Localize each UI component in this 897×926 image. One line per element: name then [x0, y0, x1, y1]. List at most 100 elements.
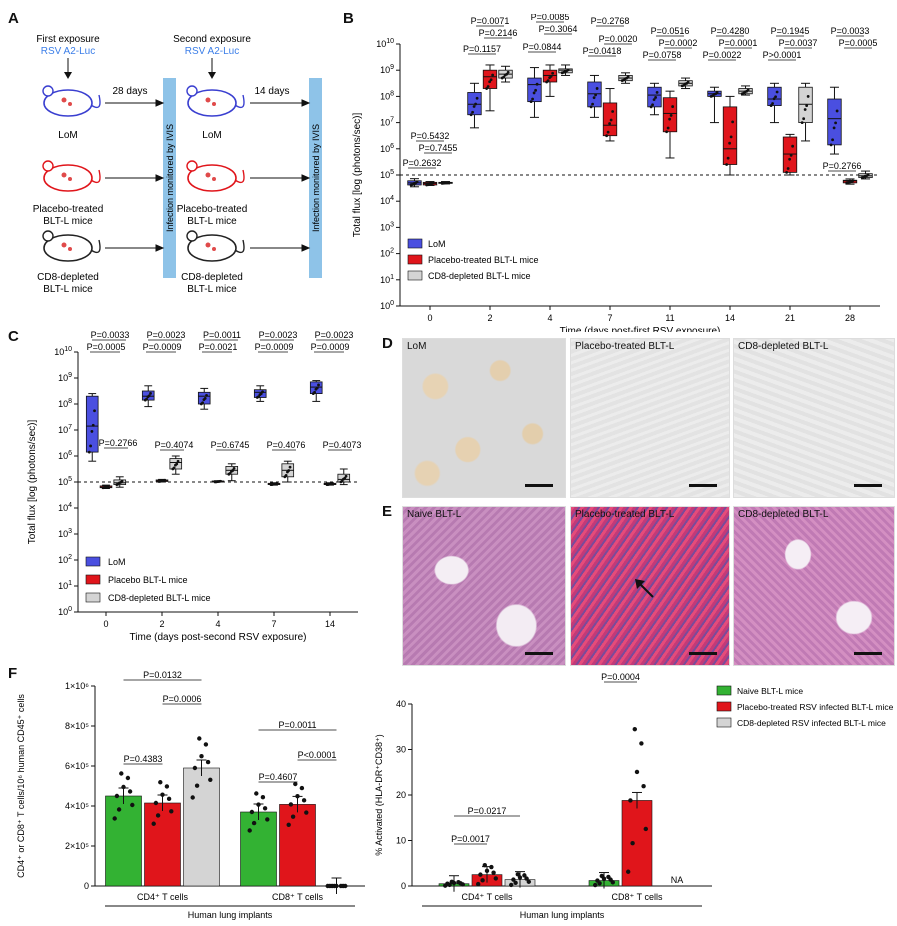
data-point	[513, 880, 518, 886]
legend-label: Naive BLT-L mice	[737, 686, 803, 696]
box	[827, 98, 842, 146]
mouse-ear	[42, 85, 54, 97]
y-tick-label: 108	[58, 398, 72, 409]
data-point	[641, 784, 646, 789]
data-point	[429, 182, 433, 186]
data-point	[203, 742, 209, 747]
p-value-label: P=0.4607	[259, 772, 298, 782]
data-point	[622, 78, 626, 82]
data-point	[261, 390, 264, 394]
data-point	[532, 91, 536, 95]
data-point	[834, 121, 837, 125]
data-point	[284, 473, 288, 477]
data-point	[594, 93, 597, 97]
data-point	[445, 181, 449, 185]
p-value-label: P=0.0023	[147, 330, 186, 340]
micrograph-e-placebo-label: Placebo-treated BLT-L	[575, 509, 675, 520]
legend-label: LoM	[108, 557, 126, 567]
y-tick-label: 104	[380, 195, 394, 206]
legend-swatch	[85, 592, 101, 603]
p-value-label: P=0.0023	[315, 330, 354, 340]
group-label-placebo-2: Placebo-treated	[177, 204, 248, 215]
p-value-label: P=0.7455	[419, 143, 458, 153]
data-point	[606, 874, 611, 880]
data-point	[862, 175, 866, 179]
lung-spot	[212, 177, 216, 181]
chart-f-left: 0 2×10⁵ 4×10⁵ 6×10⁵ 8×10⁵ 1×10⁶ CD4⁺ T cells CD…	[16, 670, 365, 920]
panel-letter-f: F	[8, 665, 18, 682]
data-point	[625, 76, 629, 80]
scale-bar	[854, 652, 882, 655]
mouse-body	[43, 234, 93, 262]
data-point	[176, 459, 180, 463]
box-1-6	[782, 133, 798, 176]
data-point	[682, 83, 686, 87]
y-axis-label: Total flux [log (photons/sec)]	[27, 420, 38, 545]
lung-spot	[205, 172, 211, 178]
data-point	[474, 102, 477, 106]
lung-spot	[212, 102, 216, 106]
p-value-label: P>0.0001	[763, 50, 802, 60]
data-point	[626, 869, 631, 874]
mouse-tail	[90, 169, 101, 184]
data-point	[551, 71, 555, 75]
data-point	[172, 466, 176, 470]
mouse-icon	[186, 160, 245, 192]
data-point	[214, 480, 218, 484]
data-point	[489, 864, 494, 870]
data-point	[197, 736, 202, 741]
box-1-0	[99, 484, 113, 490]
box-1-4	[323, 482, 337, 486]
data-point	[249, 809, 255, 815]
data-point	[257, 395, 261, 399]
p-value-label: P=0.0009	[143, 342, 182, 352]
y-tick-label: 107	[380, 117, 394, 128]
data-point	[651, 103, 654, 107]
data-point	[655, 90, 659, 94]
data-point	[327, 883, 333, 889]
lung-spot	[68, 247, 72, 251]
bar	[105, 795, 142, 887]
p-value-label: P=0.1945	[771, 26, 810, 36]
data-point	[155, 813, 161, 818]
micrograph-e-naive: Naive BLT-L	[402, 506, 566, 666]
data-point	[293, 781, 298, 787]
data-point	[511, 877, 516, 882]
y-tick-label: 10	[396, 836, 406, 846]
data-point	[192, 765, 198, 771]
data-point	[315, 386, 319, 390]
data-point	[414, 181, 417, 185]
data-point	[803, 108, 807, 111]
mouse-body	[43, 89, 93, 117]
data-point	[865, 174, 869, 178]
group-label-cd8-2b: BLT-L mice	[187, 284, 237, 295]
y-axis-label: Total flux [log (photons/sec)]	[352, 113, 363, 238]
x-tick-label: 11	[665, 313, 674, 323]
box-2-1	[498, 65, 513, 83]
p-value-label: P=0.0001	[719, 38, 758, 48]
p-value-label: P=0.0004	[601, 672, 640, 682]
p-value-label: P=0.0516	[651, 26, 690, 36]
x-tick-label: 4	[215, 619, 220, 629]
data-point	[476, 881, 481, 887]
p-value-label: P=0.2766	[823, 161, 862, 171]
p-value-label: P=0.3064	[539, 24, 578, 34]
group-label-lom-1: LoM	[58, 130, 77, 141]
data-point	[472, 105, 476, 108]
data-point	[301, 798, 307, 803]
x-tick-label: 2	[487, 313, 492, 323]
x-tick-label: 4	[547, 313, 552, 323]
data-point	[562, 70, 566, 74]
mouse-tail	[234, 94, 245, 109]
data-point	[484, 868, 490, 874]
p-value-label: P=0.5432	[411, 131, 450, 141]
data-point	[145, 397, 149, 401]
legend-swatch	[85, 574, 101, 585]
ivis-box-2	[309, 78, 322, 278]
data-point	[611, 110, 615, 113]
group-label-placebo-1b: BLT-L mice	[43, 216, 93, 227]
legend-swatch	[407, 254, 423, 265]
p-value-label: P=0.0009	[255, 342, 294, 352]
x-axis-label: Time (days post-first RSV exposure)	[560, 326, 721, 332]
data-point	[726, 156, 730, 160]
